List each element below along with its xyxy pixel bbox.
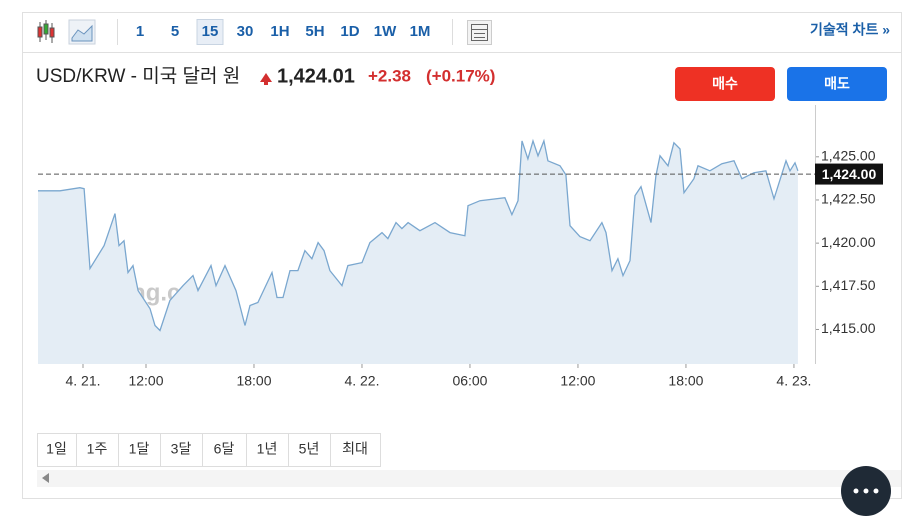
x-tick-label: 4. 21. — [65, 373, 100, 389]
change: +2.38 — [368, 66, 411, 85]
interval-button[interactable]: 1D — [340, 23, 359, 40]
x-tick-label: 18:00 — [668, 373, 703, 389]
range-label[interactable]: 1년 — [257, 441, 278, 457]
technical-chart-link[interactable]: 기술적 차트 » — [810, 22, 890, 38]
sell-label[interactable]: 매도 — [824, 76, 850, 92]
interval-button[interactable]: 5H — [305, 23, 324, 40]
range-button[interactable] — [202, 433, 247, 467]
y-tick-label: 1,420.00 — [821, 234, 876, 250]
range-label[interactable]: 1달 — [129, 441, 150, 457]
range-label[interactable]: 1주 — [87, 441, 108, 457]
interval-button[interactable]: 1M — [410, 23, 431, 40]
area-fill — [38, 140, 798, 364]
x-tick-label: 12:00 — [128, 373, 163, 389]
interval-button[interactable]: 30 — [237, 23, 254, 40]
up-arrow — [260, 73, 272, 85]
range-label[interactable]: 3달 — [171, 441, 192, 457]
current-price-box — [815, 163, 883, 185]
y-tick-label: 1,425.00 — [821, 148, 876, 164]
y-tick-label: 1,422.50 — [821, 191, 876, 207]
x-tick-label: 18:00 — [236, 373, 271, 389]
interval-button[interactable]: 1 — [136, 23, 144, 40]
interval-button[interactable]: 5 — [171, 23, 179, 40]
scrollbar[interactable] — [37, 470, 901, 487]
change-pct: (+0.17%) — [426, 66, 495, 85]
price: 1,424.01 — [277, 65, 355, 87]
interval-button[interactable]: 1W — [374, 23, 397, 40]
interval-button[interactable]: 1H — [270, 23, 289, 40]
range-label[interactable]: 1일 — [46, 441, 67, 457]
range-button[interactable] — [160, 433, 203, 467]
y-tick-label: 1,415.00 — [821, 320, 876, 336]
range-label[interactable]: 6달 — [214, 441, 235, 457]
price-line — [38, 138, 799, 332]
y-tick-label: 1,417.50 — [821, 277, 876, 293]
scroll-left[interactable] — [42, 473, 49, 483]
range-label[interactable]: 5년 — [299, 441, 320, 457]
current-price-label: 1,424.00 — [822, 166, 877, 182]
instrument-name: USD/KRW - 미국 달러 원 — [36, 65, 240, 87]
range-button[interactable] — [246, 433, 289, 467]
more-dots — [853, 488, 879, 494]
range-label[interactable]: 최대 — [342, 441, 368, 457]
x-tick-label: 12:00 — [560, 373, 595, 389]
interval-button[interactable]: 15 — [202, 23, 219, 40]
range-button[interactable] — [330, 433, 381, 467]
sell-button[interactable] — [787, 67, 887, 101]
x-tick-label: 4. 22. — [344, 373, 379, 389]
range-button[interactable] — [37, 433, 77, 467]
table-icon[interactable] — [467, 20, 492, 45]
buy-button[interactable] — [675, 67, 775, 101]
candle-icon[interactable] — [37, 20, 55, 43]
x-tick-label: 06:00 — [452, 373, 487, 389]
x-tick-label: 4. 23. — [776, 373, 811, 389]
range-button[interactable] — [76, 433, 119, 467]
active-interval[interactable] — [196, 19, 224, 45]
area-icon[interactable] — [68, 19, 96, 45]
buy-label[interactable]: 매수 — [712, 76, 738, 92]
